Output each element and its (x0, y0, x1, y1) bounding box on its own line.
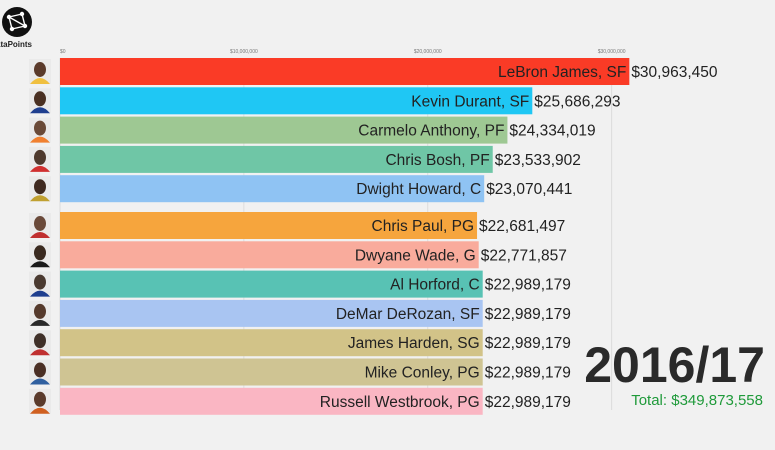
bar-name-label: Dwyane Wade, G (355, 247, 476, 264)
bar-value-label: $22,989,179 (485, 335, 571, 352)
bar (60, 116, 508, 144)
player-avatar (29, 176, 51, 202)
bar-name-label: Russell Westbrook, PG (320, 394, 480, 411)
player-avatar (29, 388, 51, 414)
player-avatar (29, 117, 51, 143)
total-value: $349,873,558 (671, 392, 763, 409)
bar-name-label: Al Horford, C (390, 277, 480, 294)
bar (60, 358, 483, 386)
bar-name-label: Carmelo Anthony, PF (358, 123, 504, 140)
bar (60, 329, 483, 357)
player-avatar (29, 88, 51, 114)
brand-name: ataPoints (0, 40, 33, 49)
bar-value-label: $30,963,450 (631, 64, 718, 81)
bar (60, 87, 533, 115)
player-avatar (29, 359, 51, 385)
bar-value-label: $22,989,179 (485, 306, 571, 323)
bar-value-label: $22,989,179 (485, 394, 571, 411)
season-year: 2016/17 (584, 337, 765, 393)
bar (60, 387, 483, 415)
bar-name-label: Chris Paul, PG (372, 218, 475, 235)
player-avatar (29, 242, 51, 268)
bar (60, 175, 485, 203)
x-tick-label: $0 (60, 49, 66, 55)
bar-name-label: DeMar DeRozan, SF (336, 306, 480, 323)
bar-name-label: Mike Conley, PG (365, 365, 480, 382)
bar (60, 299, 483, 327)
bar (60, 212, 478, 239)
bar-name-label: LeBron James, SF (498, 64, 626, 81)
total-label: Total: (631, 392, 668, 409)
x-tick-label: $20,000,000 (414, 49, 442, 55)
bar-value-label: $24,334,019 (509, 123, 595, 140)
bar-value-label: $22,681,497 (479, 218, 565, 235)
player-avatar (29, 213, 51, 238)
player-avatar (29, 59, 51, 84)
player-avatar (29, 271, 51, 297)
bar (60, 145, 493, 173)
bar-value-label: $23,533,902 (495, 152, 581, 169)
bar-name-label: James Harden, SG (348, 335, 480, 352)
bar (60, 270, 483, 298)
player-avatar (29, 300, 51, 326)
bar-name-label: Dwight Howard, C (356, 181, 481, 198)
x-tick-label: $30,000,000 (598, 49, 626, 55)
bar (60, 241, 479, 269)
bar-value-label: $22,771,857 (481, 247, 567, 264)
datapoints-logo-icon (2, 7, 32, 37)
bar-name-label: Chris Bosh, PF (385, 152, 489, 169)
x-tick-label: $10,000,000 (230, 49, 258, 55)
player-avatar (29, 330, 51, 356)
bar-value-label: $23,070,441 (486, 181, 572, 198)
player-avatar (29, 146, 51, 172)
bar-value-label: $22,989,179 (485, 365, 571, 382)
bar (60, 58, 630, 85)
season-total: Total: $349,873,558 (631, 392, 763, 409)
bar-value-label: $22,989,179 (485, 277, 571, 294)
bar-name-label: Kevin Durant, SF (411, 93, 529, 110)
bar-value-label: $25,686,293 (534, 93, 620, 110)
